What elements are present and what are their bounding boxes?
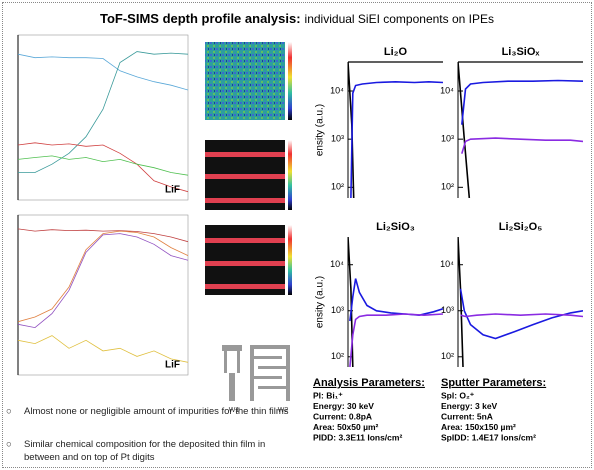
electrode-finger (258, 366, 286, 369)
series-line (349, 278, 443, 322)
series-line (350, 80, 443, 198)
chart-title: Li₃SiOₓ (502, 46, 541, 58)
electrode-finger (254, 376, 282, 379)
series-group (348, 62, 443, 198)
y-tick-label: 10³ (441, 134, 454, 144)
params-line: Energy: 3 keV (441, 401, 498, 411)
electrode-bar (286, 349, 290, 401)
heatmap-stripe (205, 198, 285, 203)
electrode-finger (237, 351, 240, 373)
y-tick-label: 10⁴ (330, 259, 344, 269)
bullet-item: Similar chemical composition for the dep… (6, 438, 294, 464)
electrode-finger (254, 356, 282, 359)
heatmap-stripe (205, 284, 285, 289)
title-normal: individual SiEI components on IPEs (305, 12, 494, 26)
colorbar (288, 140, 292, 210)
series-line (461, 79, 583, 125)
series-line (458, 62, 471, 198)
y-tick-label: 10³ (331, 305, 344, 315)
y-tick-label: 10³ (331, 134, 344, 144)
chart-title: Li₂Si₂O₅ (499, 221, 543, 233)
chart-title: Li₂O (384, 46, 408, 58)
params-line: PI: Bi₁⁺ (313, 390, 343, 400)
slide-title: ToF-SIMS depth profile analysis: individu… (100, 11, 494, 26)
heatmap (205, 42, 285, 120)
params-line: Area: 50x50 µm² (313, 422, 379, 432)
series-line (18, 233, 188, 329)
y-axis-label: ensity (a.u.) (315, 104, 326, 156)
colorbar (288, 225, 292, 295)
series-line (18, 335, 188, 363)
params-line: Area: 150x150 µm² (441, 422, 516, 432)
heatmaps (205, 42, 292, 295)
series-line (18, 155, 188, 176)
series-line (459, 288, 583, 340)
electrode-finger (258, 386, 286, 389)
series-line (18, 53, 188, 91)
y-tick-label: 10⁴ (440, 85, 454, 95)
series-line (18, 142, 188, 193)
plot-frame (17, 34, 189, 201)
params-line: SpIDD: 1.4E17 Ions/cm² (441, 432, 536, 442)
params-line: Current: 5nA (441, 411, 493, 421)
heatmap-stripe (205, 261, 285, 266)
title-bold: ToF-SIMS depth profile analysis: (100, 11, 301, 26)
bullet-item: Almost none or negligible amount of impu… (6, 405, 294, 418)
y-tick-label: 10² (331, 182, 344, 192)
chart-title: Li₂SiO₃ (376, 221, 415, 233)
electrode-pad (250, 345, 290, 349)
params-line: Energy: 30 keV (313, 401, 374, 411)
series-line (18, 228, 188, 243)
colorbar (288, 42, 292, 120)
series-group (458, 62, 583, 198)
series-group (18, 51, 188, 193)
y-tick-label: 10² (441, 182, 454, 192)
plot-label: LiF (165, 185, 180, 196)
heatmap (205, 225, 285, 295)
series-group (18, 228, 188, 363)
params-line: Current: 0.8pA (313, 411, 372, 421)
y-tick-label: 10⁴ (440, 259, 454, 269)
heatmap-stripe (205, 174, 285, 179)
electrode-bar (250, 349, 254, 401)
heatmap-stripe (205, 152, 285, 157)
series-line (460, 313, 583, 318)
series-group (348, 237, 443, 367)
params-line: PIDD: 3.3E11 Ions/cm² (313, 432, 402, 442)
params-heading: Analysis Parameters: (313, 377, 425, 389)
heatmap-stripe (205, 238, 285, 243)
electrode-finger (224, 351, 227, 373)
electrode-icons: W1 W2 (222, 345, 290, 414)
series-line (18, 51, 188, 173)
params-heading: Sputter Parameters: (441, 377, 546, 389)
plot-label: LiF (165, 360, 180, 371)
series-line (349, 313, 443, 367)
y-tick-label: 10³ (441, 305, 454, 315)
y-tick-label: 10² (441, 351, 454, 361)
y-tick-label: 10⁴ (330, 85, 344, 95)
series-line (18, 230, 188, 323)
y-tick-label: 10² (331, 351, 344, 361)
params-line: Spl: O₂⁺ (441, 390, 475, 400)
electrode-lead (229, 373, 235, 401)
y-axis-label: ensity (a.u.) (315, 276, 326, 328)
series-group (458, 237, 583, 367)
electrode-pad (222, 345, 242, 351)
series-line (461, 137, 583, 154)
